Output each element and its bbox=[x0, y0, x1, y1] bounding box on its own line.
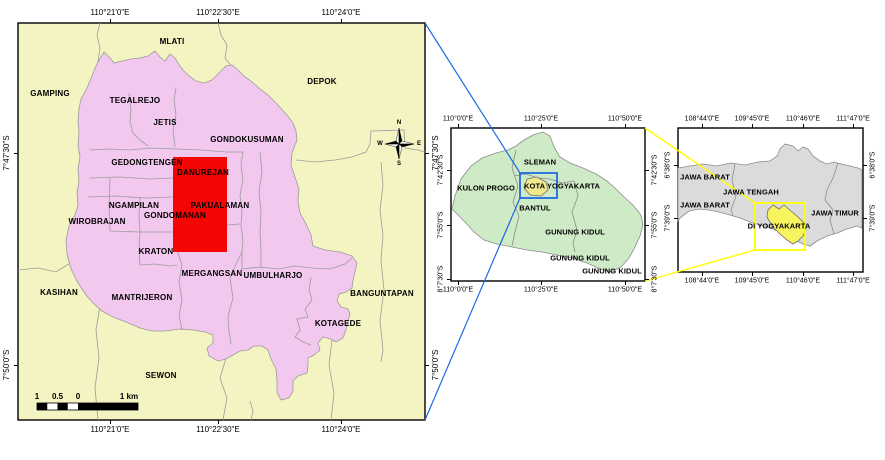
city-extent-rectangle bbox=[519, 172, 558, 199]
kota-yogyakarta-polygon bbox=[523, 176, 549, 197]
surrounding-district-boundaries bbox=[17, 22, 426, 421]
scale-bar bbox=[36, 402, 139, 411]
diy-highlight-polygon bbox=[766, 204, 807, 245]
province-extent-rectangle bbox=[754, 202, 806, 251]
compass-rose-icon bbox=[384, 127, 415, 160]
study-area-highlight bbox=[173, 157, 227, 252]
city-district-boundaries bbox=[87, 87, 353, 346]
